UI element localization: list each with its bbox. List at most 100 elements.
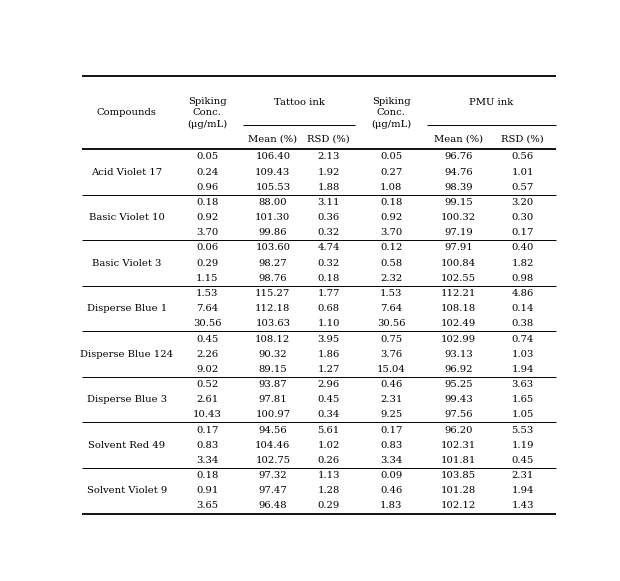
Text: 1.02: 1.02	[317, 441, 340, 450]
Text: 1.15: 1.15	[196, 274, 218, 283]
Text: 4.74: 4.74	[317, 243, 340, 253]
Text: 0.52: 0.52	[196, 380, 218, 389]
Text: 97.32: 97.32	[259, 471, 287, 480]
Text: 3.34: 3.34	[380, 456, 402, 465]
Text: 30.56: 30.56	[193, 320, 221, 328]
Text: 97.19: 97.19	[444, 228, 473, 237]
Text: 10.43: 10.43	[193, 410, 222, 419]
Text: 1.28: 1.28	[317, 486, 340, 495]
Text: 2.13: 2.13	[317, 152, 340, 162]
Text: 96.48: 96.48	[259, 501, 287, 511]
Text: 0.36: 0.36	[317, 213, 340, 222]
Text: 1.08: 1.08	[380, 183, 402, 192]
Text: 1.05: 1.05	[512, 410, 534, 419]
Text: 2.31: 2.31	[380, 395, 402, 404]
Text: 0.24: 0.24	[196, 167, 218, 177]
Text: 102.49: 102.49	[441, 320, 476, 328]
Text: 97.91: 97.91	[444, 243, 473, 253]
Text: 99.15: 99.15	[444, 198, 473, 207]
Text: 1.94: 1.94	[512, 486, 534, 495]
Text: 0.12: 0.12	[380, 243, 402, 253]
Text: 97.47: 97.47	[259, 486, 287, 495]
Text: 3.76: 3.76	[380, 350, 402, 358]
Text: 98.27: 98.27	[259, 259, 287, 268]
Text: 0.83: 0.83	[380, 441, 402, 450]
Text: 15.04: 15.04	[377, 365, 405, 374]
Text: 103.63: 103.63	[255, 320, 290, 328]
Text: 0.92: 0.92	[380, 213, 402, 222]
Text: 0.14: 0.14	[512, 304, 534, 313]
Text: 0.56: 0.56	[512, 152, 534, 162]
Text: 105.53: 105.53	[255, 183, 290, 192]
Text: 1.27: 1.27	[317, 365, 340, 374]
Text: 1.03: 1.03	[512, 350, 534, 358]
Text: 0.17: 0.17	[196, 425, 218, 435]
Text: 3.34: 3.34	[196, 456, 218, 465]
Text: 101.81: 101.81	[441, 456, 476, 465]
Text: Mean (%): Mean (%)	[248, 134, 298, 143]
Text: 9.25: 9.25	[380, 410, 402, 419]
Text: 0.46: 0.46	[380, 486, 402, 495]
Text: 93.13: 93.13	[444, 350, 473, 358]
Text: 3.63: 3.63	[512, 380, 534, 389]
Text: 3.65: 3.65	[196, 501, 218, 511]
Text: Solvent Red 49: Solvent Red 49	[88, 441, 166, 450]
Text: Spiking
Conc.
(μg/mL): Spiking Conc. (μg/mL)	[187, 97, 228, 128]
Text: 3.95: 3.95	[317, 335, 340, 343]
Text: 0.30: 0.30	[512, 213, 534, 222]
Text: 0.38: 0.38	[512, 320, 534, 328]
Text: 96.20: 96.20	[445, 425, 473, 435]
Text: 0.18: 0.18	[196, 198, 218, 207]
Text: 1.19: 1.19	[512, 441, 534, 450]
Text: 108.18: 108.18	[441, 304, 476, 313]
Text: 0.26: 0.26	[317, 456, 340, 465]
Text: Spiking
Conc.
(μg/mL): Spiking Conc. (μg/mL)	[371, 97, 412, 128]
Text: Compounds: Compounds	[97, 109, 157, 117]
Text: 97.56: 97.56	[445, 410, 473, 419]
Text: 0.06: 0.06	[196, 243, 218, 253]
Text: 0.05: 0.05	[196, 152, 218, 162]
Text: Disperse Blue 124: Disperse Blue 124	[80, 350, 174, 358]
Text: 95.25: 95.25	[444, 380, 473, 389]
Text: 0.45: 0.45	[512, 456, 534, 465]
Text: 0.17: 0.17	[512, 228, 534, 237]
Text: 89.15: 89.15	[259, 365, 287, 374]
Text: 1.65: 1.65	[512, 395, 534, 404]
Text: 1.01: 1.01	[512, 167, 534, 177]
Text: 0.46: 0.46	[380, 380, 402, 389]
Text: 98.76: 98.76	[259, 274, 287, 283]
Text: 1.88: 1.88	[317, 183, 340, 192]
Text: 106.40: 106.40	[255, 152, 290, 162]
Text: 7.64: 7.64	[196, 304, 218, 313]
Text: 1.77: 1.77	[317, 289, 340, 298]
Text: 96.76: 96.76	[445, 152, 472, 162]
Text: 3.20: 3.20	[512, 198, 534, 207]
Text: 102.31: 102.31	[441, 441, 476, 450]
Text: 1.94: 1.94	[512, 365, 534, 374]
Text: 88.00: 88.00	[259, 198, 287, 207]
Text: 1.10: 1.10	[317, 320, 340, 328]
Text: 101.28: 101.28	[441, 486, 476, 495]
Text: RSD (%): RSD (%)	[308, 134, 350, 143]
Text: 3.70: 3.70	[196, 228, 218, 237]
Text: 1.13: 1.13	[317, 471, 340, 480]
Text: 30.56: 30.56	[377, 320, 405, 328]
Text: 0.32: 0.32	[317, 259, 340, 268]
Text: 103.60: 103.60	[255, 243, 290, 253]
Text: 0.74: 0.74	[512, 335, 534, 343]
Text: 0.45: 0.45	[317, 395, 340, 404]
Text: 2.96: 2.96	[317, 380, 340, 389]
Text: 0.18: 0.18	[196, 471, 218, 480]
Text: 0.34: 0.34	[317, 410, 340, 419]
Text: Disperse Blue 3: Disperse Blue 3	[87, 395, 167, 404]
Text: 0.09: 0.09	[380, 471, 402, 480]
Text: 1.43: 1.43	[512, 501, 534, 511]
Text: 7.64: 7.64	[380, 304, 402, 313]
Text: 97.81: 97.81	[259, 395, 287, 404]
Text: 1.83: 1.83	[380, 501, 402, 511]
Text: 99.86: 99.86	[259, 228, 287, 237]
Text: 0.17: 0.17	[380, 425, 402, 435]
Text: 0.32: 0.32	[317, 228, 340, 237]
Text: 5.53: 5.53	[512, 425, 534, 435]
Text: 101.30: 101.30	[255, 213, 290, 222]
